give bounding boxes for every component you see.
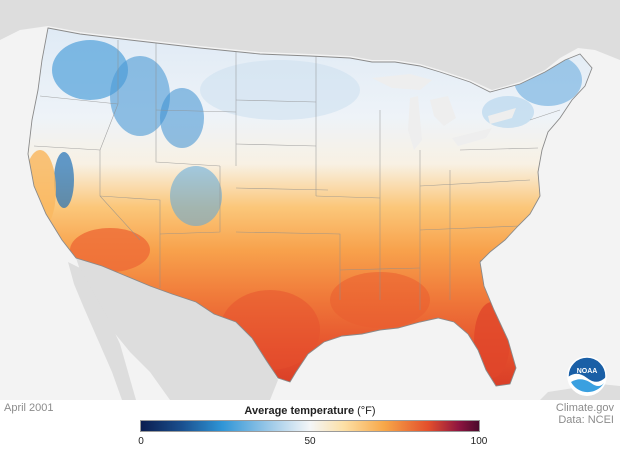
credit-line-site: Climate.gov [555, 402, 614, 414]
mexico-landmass [76, 258, 278, 400]
scale-tick-mid: 50 [304, 436, 316, 447]
scale-tick-min: 0 [138, 436, 144, 447]
source-credit: Climate.gov Data: NCEI [556, 402, 614, 426]
svg-text:NOAA: NOAA [577, 368, 598, 375]
temperature-map [0, 0, 620, 400]
legend-title: Average temperature (°F) [140, 405, 480, 417]
time-period-label: April 2001 [4, 402, 54, 414]
baja-peninsula [68, 262, 136, 400]
legend-title-text: Average temperature [244, 405, 355, 417]
scale-tick-max: 100 [470, 436, 488, 447]
legend-unit: (°F) [357, 405, 376, 417]
noaa-logo: NOAA [567, 356, 607, 396]
canada-landmass [0, 0, 620, 90]
credit-line-data: Data: NCEI [558, 414, 614, 426]
color-scale-bar [140, 420, 480, 432]
